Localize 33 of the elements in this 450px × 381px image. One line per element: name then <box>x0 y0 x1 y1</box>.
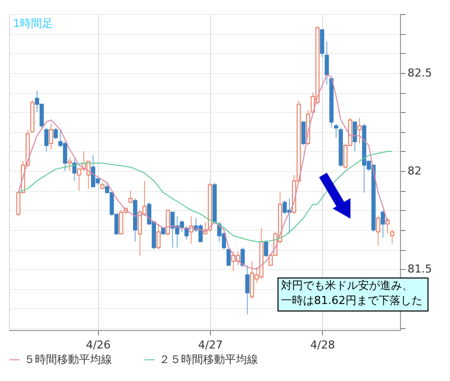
candlestick <box>320 29 324 58</box>
annotation: 一時は81.62円まで下落した <box>281 294 422 307</box>
candlestick <box>240 247 245 268</box>
candlestick <box>48 123 54 150</box>
y-tick-label: 82 <box>408 164 422 178</box>
candlestick <box>245 264 250 315</box>
chart-title: 1時間足 <box>13 17 53 30</box>
candlestick <box>324 40 329 86</box>
candlestick <box>68 156 72 172</box>
candlestick <box>44 127 48 152</box>
legend-label: ５時間移動平均線 <box>24 352 112 366</box>
candlestick <box>352 121 357 152</box>
candlestick <box>376 216 380 246</box>
y-tick-label: 82.5 <box>408 66 432 80</box>
x-tick-label: 4/27 <box>198 338 223 352</box>
annotation: 対円でも米ドル安が進み、 <box>281 279 413 292</box>
x-tick-label: 4/28 <box>310 338 335 352</box>
candlestick <box>166 210 170 236</box>
candlestick <box>334 123 338 138</box>
candlestick <box>128 190 133 203</box>
candlestick <box>301 121 306 146</box>
candlestick <box>264 239 268 258</box>
candlestick <box>54 127 58 140</box>
candlestick <box>380 210 385 238</box>
legend-label: ２５時間移動平均線 <box>159 352 258 366</box>
y-tick-label: 81.5 <box>408 262 432 276</box>
candlestick <box>390 229 394 244</box>
candlestick <box>226 249 231 266</box>
candlestick <box>62 141 68 172</box>
candlestick <box>357 118 362 144</box>
x-tick-label: 4/26 <box>86 338 111 352</box>
candlestick <box>156 224 161 250</box>
candlestick <box>189 216 194 244</box>
